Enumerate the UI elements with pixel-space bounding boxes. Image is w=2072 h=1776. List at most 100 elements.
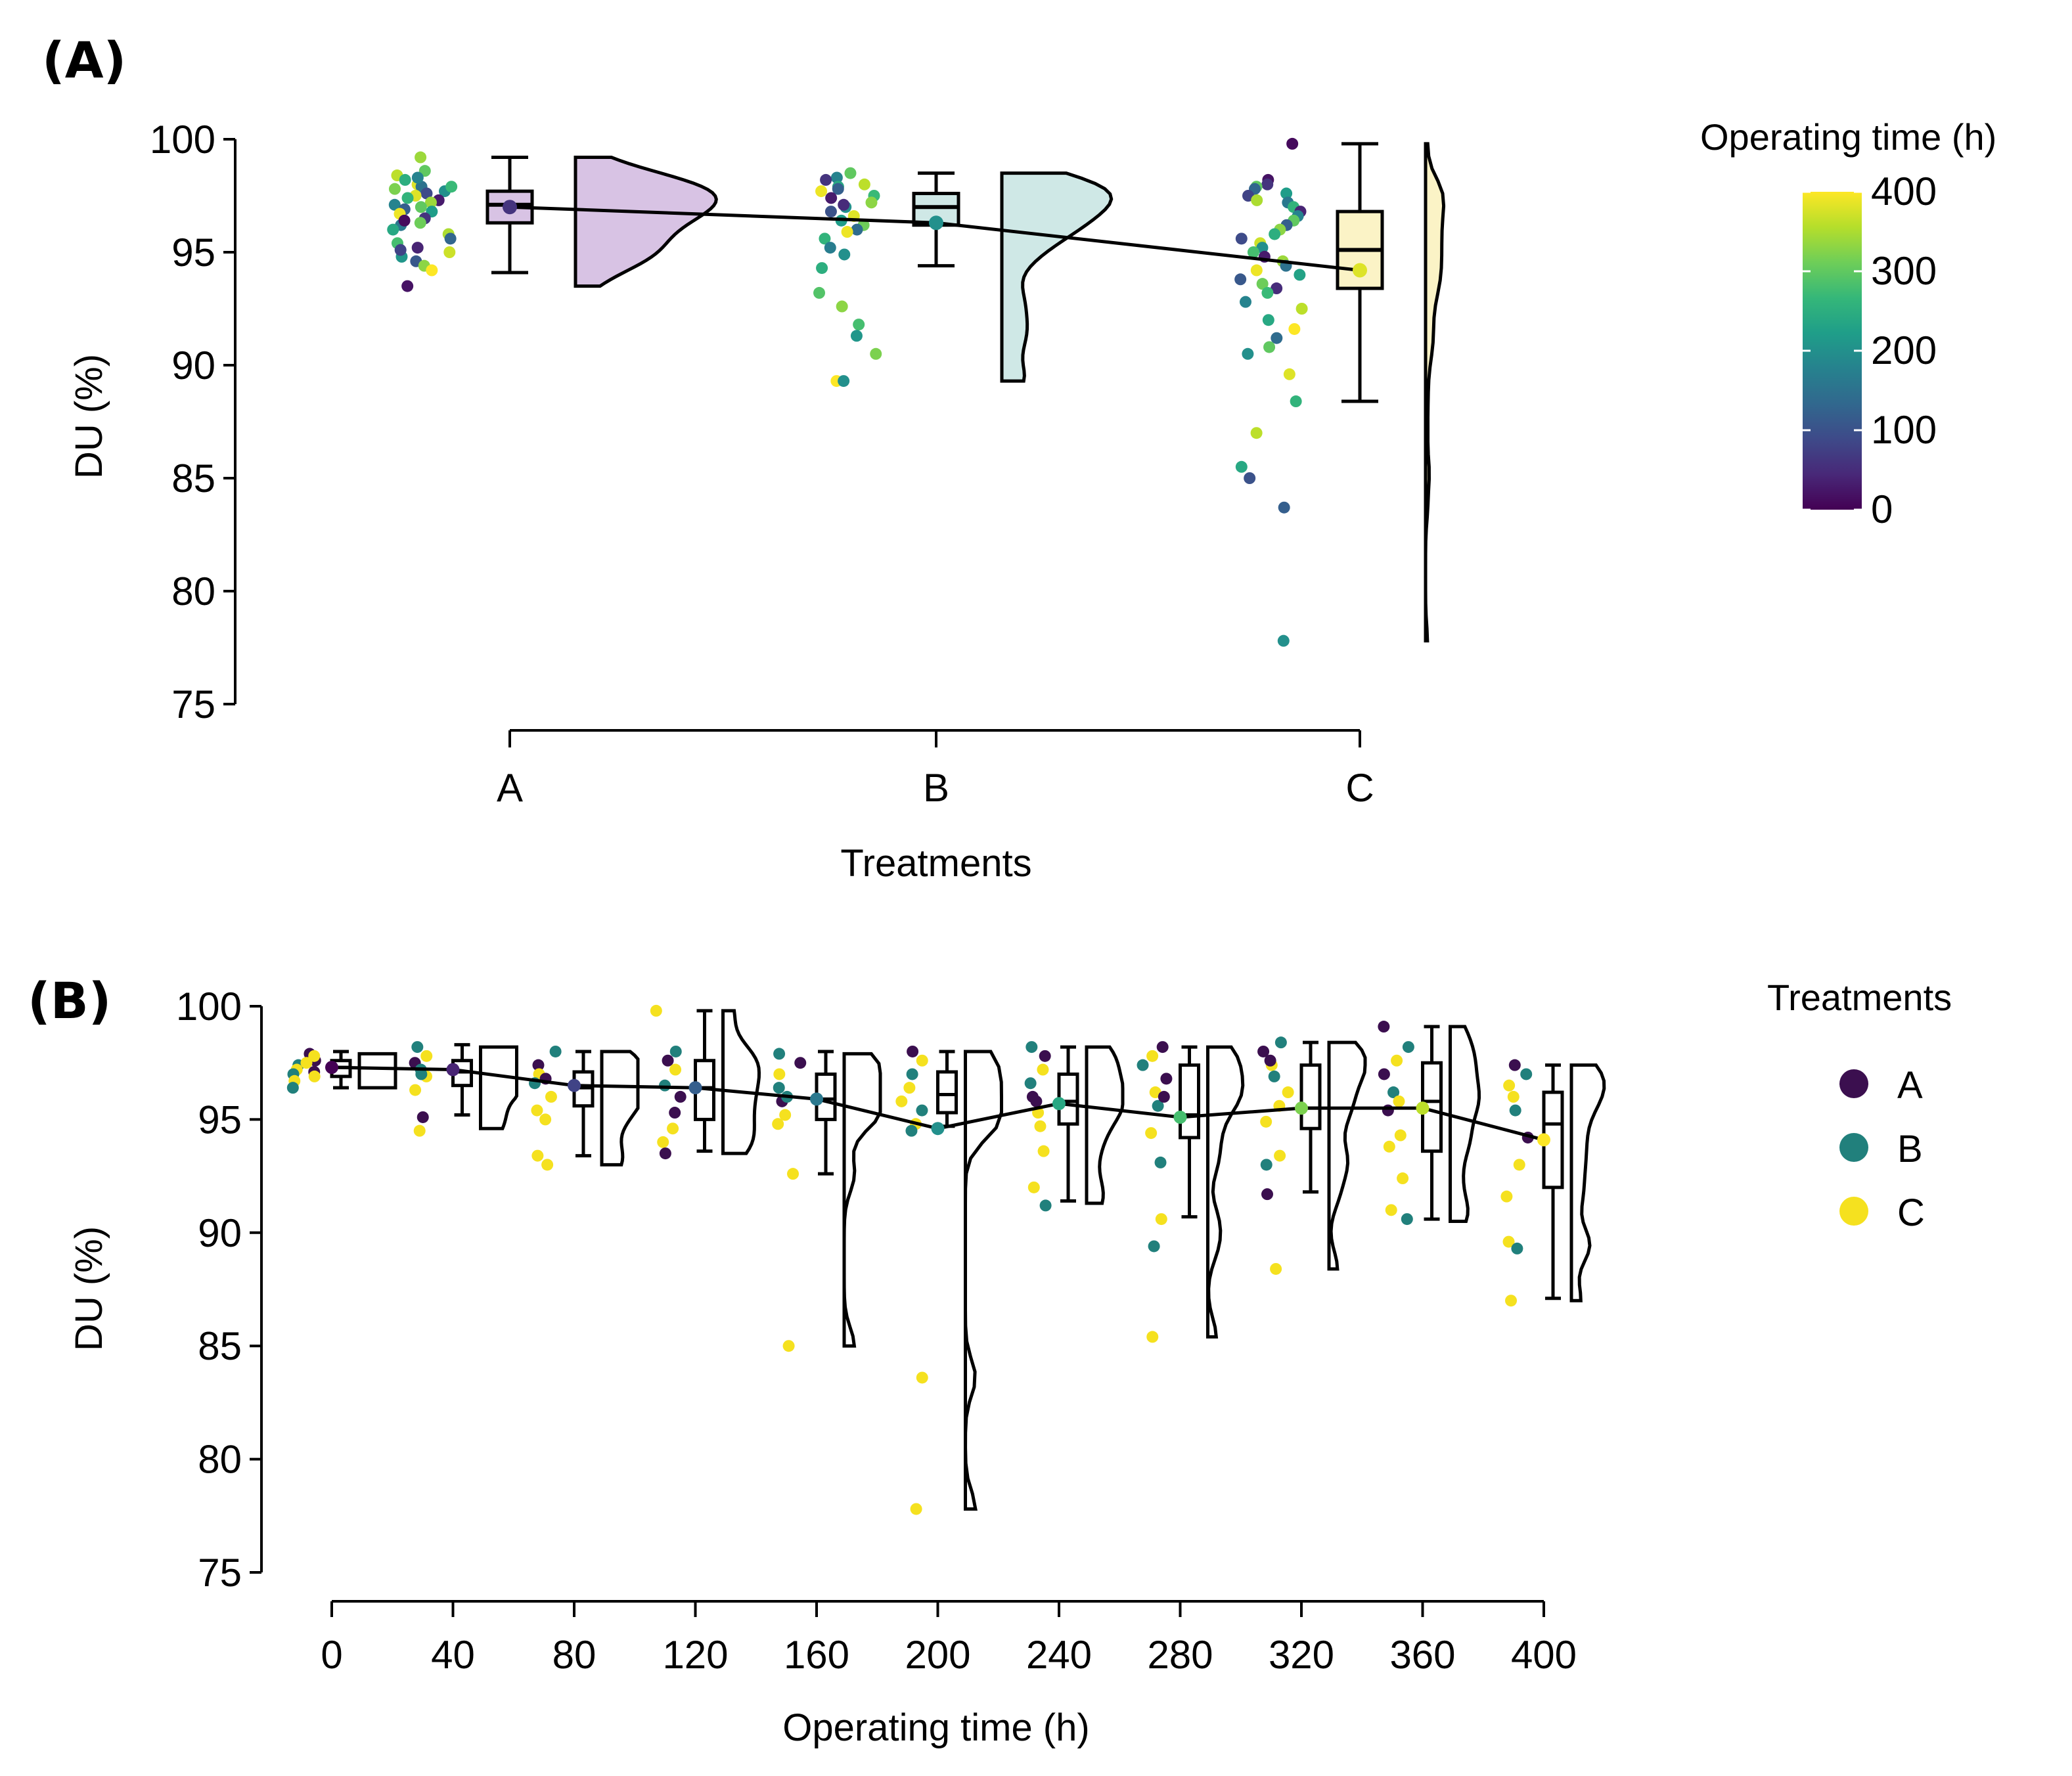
panel-b-point-b — [1268, 1070, 1280, 1082]
panel-a-point-c — [1271, 332, 1283, 344]
panel-b-point-b — [1148, 1240, 1160, 1253]
panel-b-boxes — [330, 1009, 1564, 1300]
panel-b-x-axis-title: Operating time (h) — [782, 1706, 1089, 1749]
panel-a-point-b — [870, 347, 882, 360]
panel-b-cloud — [1449, 1025, 1481, 1224]
panel-a-point-b — [851, 223, 863, 236]
panel-a-point-b — [819, 233, 831, 245]
panel-a-point-b — [830, 171, 843, 184]
panel-a-point-a — [401, 192, 414, 204]
panel-b-point-b — [1137, 1059, 1149, 1071]
panel-b-x-tick-label: 400 — [1511, 1633, 1577, 1677]
panel-a-x-tick-label: C — [1345, 766, 1374, 810]
panel-a-point-b — [841, 226, 853, 238]
panel-b-point-c — [1503, 1079, 1516, 1092]
panel-b-point-c — [409, 1084, 422, 1096]
panel-b-point-c — [1500, 1190, 1513, 1203]
panel-b-point-b — [1039, 1199, 1052, 1212]
panel-a-point-c — [1235, 460, 1248, 473]
panel-a: (A) 75 80 85 90 95 100 A B C DU (%) Treatments — [42, 31, 1446, 885]
panel-b-x-tick-label: 40 — [431, 1633, 475, 1677]
panel-b-point-a — [662, 1054, 674, 1067]
panel-b-point-c — [1037, 1063, 1049, 1076]
panel-b-point-b — [1401, 1213, 1413, 1226]
panel-b-x-tick-label: 240 — [1026, 1633, 1092, 1677]
panel-a-point-a — [415, 151, 427, 164]
panel-b-point-c — [300, 1057, 313, 1069]
panel-b-point-b — [669, 1045, 682, 1057]
panel-b-point-c — [1274, 1149, 1286, 1162]
panel-b-x-tick-label: 80 — [552, 1633, 597, 1677]
panel-b-cloud — [600, 1050, 640, 1166]
panel-b-point-b — [1402, 1041, 1414, 1054]
panel-b-point-c — [1027, 1181, 1040, 1193]
panel-b-point-c — [413, 1124, 426, 1137]
panel-b-point-b — [773, 1082, 785, 1094]
panel-b-point-b — [1509, 1104, 1521, 1117]
panel-a-point-a — [444, 233, 457, 245]
legend-label-a: A — [1897, 1064, 1923, 1107]
panel-a-x-tick-label: B — [923, 766, 949, 810]
panel-b-cloud — [964, 1050, 1003, 1511]
panel-b-point-a — [1158, 1090, 1170, 1103]
panel-b-y-axis: 75 80 85 90 95 100 — [176, 985, 263, 1595]
panel-b-point-c — [772, 1118, 784, 1130]
panel-a-point-c — [1250, 427, 1263, 439]
panel-a-point-b — [838, 248, 851, 261]
panel-b-point-c — [667, 1122, 679, 1135]
panel-b-point-c — [531, 1149, 544, 1162]
panel-b-point-b — [916, 1104, 928, 1117]
colorbar-tick-label: 100 — [1871, 408, 1937, 452]
panel-b-point-c — [650, 1004, 662, 1017]
panel-b-mean-point — [1416, 1101, 1430, 1115]
panel-b-point-a — [1030, 1095, 1043, 1107]
panel-a-point-c — [1283, 368, 1295, 380]
panel-a-point-a — [387, 223, 399, 236]
panel-b-point-c — [1034, 1120, 1047, 1132]
panel-b-point-b — [1152, 1099, 1164, 1112]
panel-a-point-a — [401, 280, 414, 292]
panel-b-point-c — [420, 1050, 433, 1062]
panel-b-point-a — [794, 1057, 807, 1069]
panel-b-box — [936, 1070, 958, 1115]
panel-a-point-c — [1256, 242, 1269, 254]
panel-a-y-axis-title: DU (%) — [68, 354, 110, 479]
panel-b-point-a — [1156, 1041, 1169, 1054]
panel-b-mean-point — [1052, 1097, 1066, 1111]
panel-a-y-tick-label: 80 — [171, 569, 215, 613]
panel-b-point-b — [1387, 1086, 1400, 1099]
panel-b-point-a — [674, 1090, 687, 1103]
panel-a-point-a — [411, 242, 424, 254]
panel-b-point-c — [1260, 1115, 1272, 1128]
panel-a-point-c — [1277, 634, 1290, 647]
panel-a-point-b — [836, 300, 848, 313]
panel-b-point-a — [1039, 1050, 1051, 1062]
legend-label-c: C — [1897, 1191, 1925, 1234]
panel-a-point-a — [443, 246, 456, 258]
panel-a-point-a — [445, 181, 458, 193]
panel-b-mean-point — [1295, 1101, 1308, 1115]
panel-a-y-axis: 75 80 85 90 95 100 — [150, 118, 236, 726]
panel-b-point-c — [1155, 1213, 1167, 1226]
panel-b-point-a — [1378, 1068, 1390, 1080]
panel-b-point-c — [1385, 1204, 1397, 1216]
panel-a-point-c — [1261, 178, 1274, 190]
panel-b-point-c — [1282, 1086, 1294, 1099]
legend-swatch-c — [1839, 1197, 1868, 1226]
panel-b-y-tick-label: 80 — [198, 1438, 242, 1482]
panel-b-point-b — [905, 1124, 918, 1137]
panel-b-cloud — [1327, 1040, 1367, 1271]
panel-b-y-axis-title: DU (%) — [68, 1226, 110, 1351]
panel-a-cloud-a — [574, 156, 718, 288]
colorbar-title: Operating time (h) — [1700, 116, 1996, 158]
panel-b-point-c — [1145, 1127, 1158, 1140]
panel-a-clouds — [574, 142, 1446, 643]
panel-a-point-c — [1251, 194, 1263, 206]
panel-a-point-a — [420, 187, 433, 200]
panel-b-mean-line — [325, 1061, 1550, 1147]
panel-a-point-b — [850, 330, 863, 342]
panel-a-point-c — [1239, 296, 1251, 308]
panel-b-point-c — [1270, 1262, 1282, 1275]
panel-b-point-c — [1397, 1172, 1409, 1185]
panel-a-point-b — [820, 173, 832, 186]
